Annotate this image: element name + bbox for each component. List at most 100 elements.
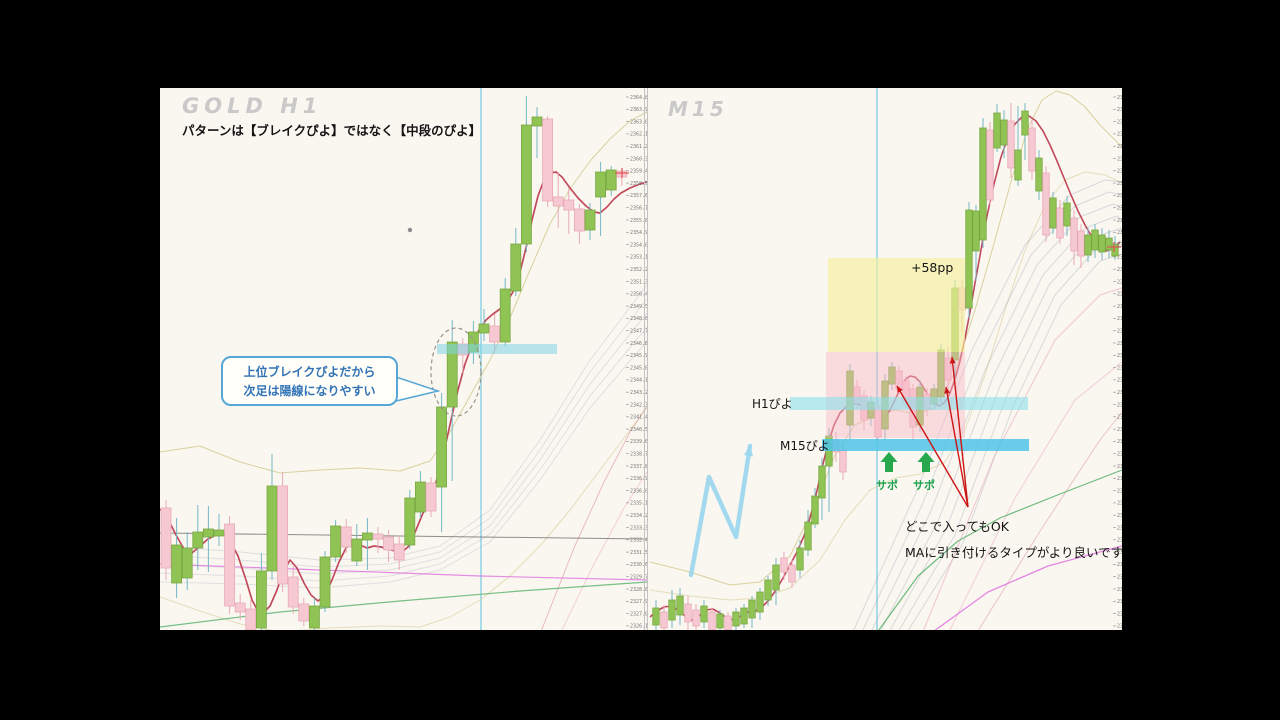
svg-text:2357.50: 2357.50: [1117, 242, 1122, 248]
svg-text:2345.90: 2345.90: [630, 353, 647, 359]
svg-text:2363.90: 2363.90: [630, 107, 647, 113]
profit-label: +58pp: [911, 260, 954, 275]
svg-text:2351.30: 2351.30: [630, 279, 647, 285]
svg-text:2336.90: 2336.90: [630, 476, 647, 482]
svg-text:2349.10: 2349.10: [1117, 390, 1122, 396]
support-label-1: サポ: [876, 479, 898, 492]
svg-text:2327.00: 2327.00: [630, 611, 647, 617]
svg-text:2339.30: 2339.30: [1117, 562, 1122, 568]
svg-text:2337.80: 2337.80: [630, 464, 647, 470]
svg-text:2343.50: 2343.50: [1117, 488, 1122, 494]
svg-text:2338.60: 2338.60: [1117, 575, 1122, 581]
svg-text:2336.00: 2336.00: [630, 488, 647, 494]
svg-text:2354.00: 2354.00: [630, 242, 647, 248]
svg-text:2326.10: 2326.10: [630, 624, 647, 630]
svg-text:2354.00: 2354.00: [1117, 304, 1122, 310]
h1-zone-label: H1ぴよ: [752, 397, 793, 411]
svg-text:2353.30: 2353.30: [1117, 316, 1122, 322]
svg-text:2327.90: 2327.90: [630, 599, 647, 605]
svg-text:2360.30: 2360.30: [1117, 193, 1122, 199]
panel-divider-line: [644, 88, 645, 630]
m15-chart: 2365.90 2365.20 2364.50 2363.80 2363.10 2362.…: [649, 88, 1122, 630]
svg-text:2361.00: 2361.00: [1117, 181, 1122, 187]
svg-text:2342.80: 2342.80: [1117, 501, 1122, 507]
svg-text:2341.40: 2341.40: [630, 415, 647, 421]
svg-text:2347.70: 2347.70: [630, 329, 647, 335]
right-chart-title: M15: [668, 97, 728, 121]
svg-text:2356.80: 2356.80: [1117, 255, 1122, 261]
gold-h1-chart: 2364.80 2363.90 2363.00 2362.10 2361.20 2360.…: [160, 88, 647, 630]
svg-text:2335.10: 2335.10: [630, 501, 647, 507]
svg-text:2343.20: 2343.20: [630, 390, 647, 396]
svg-text:2342.30: 2342.30: [630, 402, 647, 408]
svg-text:2358.50: 2358.50: [630, 181, 647, 187]
svg-text:2357.60: 2357.60: [630, 193, 647, 199]
svg-text:2352.60: 2352.60: [1117, 329, 1122, 335]
svg-text:2363.10: 2363.10: [1117, 144, 1122, 150]
entry-note-1: どこで入ってもOK: [905, 519, 1009, 534]
svg-text:2328.80: 2328.80: [630, 587, 647, 593]
svg-text:2330.60: 2330.60: [630, 562, 647, 568]
svg-text:2345.00: 2345.00: [630, 365, 647, 371]
svg-text:2342.10: 2342.10: [1117, 513, 1122, 519]
svg-text:2340.50: 2340.50: [630, 427, 647, 433]
svg-text:2340.70: 2340.70: [1117, 538, 1122, 544]
svg-text:2354.90: 2354.90: [630, 230, 647, 236]
svg-text:2335.80: 2335.80: [1117, 624, 1122, 630]
svg-text:2344.10: 2344.10: [630, 378, 647, 384]
svg-text:2361.70: 2361.70: [1117, 169, 1122, 175]
svg-text:2356.70: 2356.70: [630, 206, 647, 212]
svg-text:2341.40: 2341.40: [1117, 525, 1122, 531]
svg-text:2353.10: 2353.10: [630, 255, 647, 261]
panel-divider-line: [647, 88, 648, 630]
svg-text:2365.90: 2365.90: [1117, 95, 1122, 101]
svg-text:2345.60: 2345.60: [1117, 452, 1122, 458]
svg-text:2363.80: 2363.80: [1117, 132, 1122, 138]
svg-text:2355.40: 2355.40: [1117, 279, 1122, 285]
svg-text:2347.00: 2347.00: [1117, 427, 1122, 433]
svg-text:2329.70: 2329.70: [630, 575, 647, 581]
svg-text:2344.90: 2344.90: [1117, 464, 1122, 470]
svg-text:2363.00: 2363.00: [630, 119, 647, 125]
svg-text:2362.10: 2362.10: [630, 132, 647, 138]
speech-bubble: 上位ブレイクぴよだから 次足は陽線になりやすい: [221, 356, 398, 406]
svg-text:2364.80: 2364.80: [630, 95, 647, 101]
svg-text:2355.80: 2355.80: [630, 218, 647, 224]
svg-text:2333.30: 2333.30: [630, 525, 647, 531]
svg-text:2346.80: 2346.80: [630, 341, 647, 347]
svg-text:2344.20: 2344.20: [1117, 476, 1122, 482]
left-chart-title: GOLD H1: [182, 94, 323, 118]
svg-text:2340.00: 2340.00: [1117, 550, 1122, 556]
svg-text:2358.90: 2358.90: [1117, 218, 1122, 224]
svg-text:2362.40: 2362.40: [1117, 156, 1122, 162]
svg-text:2348.60: 2348.60: [630, 316, 647, 322]
svg-text:2351.90: 2351.90: [1117, 341, 1122, 347]
svg-text:2360.30: 2360.30: [630, 156, 647, 162]
entry-note-2: MAに引き付けるタイプがより良いです: [905, 545, 1124, 560]
support-label-2: サポ: [913, 479, 935, 492]
svg-text:2358.20: 2358.20: [1117, 230, 1122, 236]
svg-text:2348.40: 2348.40: [1117, 402, 1122, 408]
svg-text:2332.40: 2332.40: [630, 538, 647, 544]
m15-zone-label: M15ぴよ: [780, 439, 830, 453]
svg-text:2352.20: 2352.20: [630, 267, 647, 273]
svg-text:2338.70: 2338.70: [630, 452, 647, 458]
svg-text:2356.10: 2356.10: [1117, 267, 1122, 273]
svg-text:2350.40: 2350.40: [630, 292, 647, 298]
svg-text:2331.50: 2331.50: [630, 550, 647, 556]
svg-text:2351.20: 2351.20: [1117, 353, 1122, 359]
svg-text:2359.60: 2359.60: [1117, 206, 1122, 212]
svg-text:2349.80: 2349.80: [1117, 378, 1122, 384]
svg-text:2365.20: 2365.20: [1117, 107, 1122, 113]
svg-text:2337.90: 2337.90: [1117, 587, 1122, 593]
svg-text:2364.50: 2364.50: [1117, 119, 1122, 125]
svg-text:2350.50: 2350.50: [1117, 365, 1122, 371]
svg-text:2339.60: 2339.60: [630, 439, 647, 445]
svg-text:2359.40: 2359.40: [630, 169, 647, 175]
svg-text:2337.20: 2337.20: [1117, 599, 1122, 605]
svg-text:2361.20: 2361.20: [630, 144, 647, 150]
svg-text:2336.50: 2336.50: [1117, 611, 1122, 617]
svg-text:2347.70: 2347.70: [1117, 415, 1122, 421]
speech-bubble-line2: 次足は陽線になりやすい: [243, 384, 376, 398]
